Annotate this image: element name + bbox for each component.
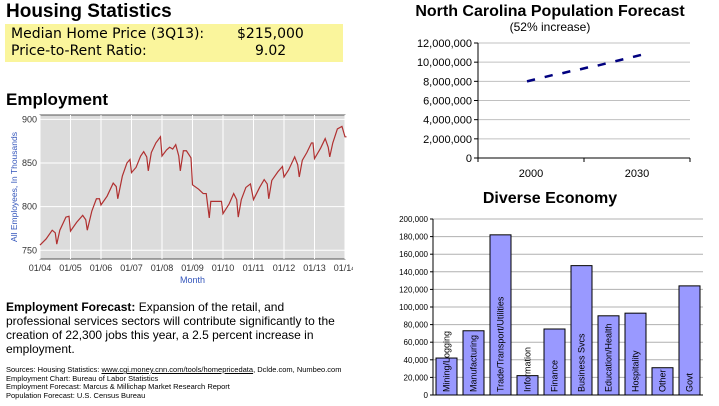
y-tick-label: 800 xyxy=(22,202,37,212)
bar xyxy=(570,265,593,396)
x-tick-label: 01/06 xyxy=(90,263,113,273)
source-link[interactable]: www.cgi.money.cnn.com/tools/homepricedat… xyxy=(101,365,254,374)
bar xyxy=(516,375,539,396)
y-tick-label: 40,000 xyxy=(404,356,429,365)
price-rent-label: Price-to-Rent Ratio: xyxy=(11,43,147,59)
bar-label: Manufacturing xyxy=(469,335,479,392)
bar xyxy=(651,367,674,396)
data-point xyxy=(615,58,624,63)
y-tick-label: 200,000 xyxy=(399,215,428,224)
bar xyxy=(435,357,458,396)
bar xyxy=(489,234,512,396)
x-tick-label: 2030 xyxy=(625,168,649,180)
bar-label: Education/Health xyxy=(604,323,614,392)
sources: Sources: Housing Statistics: www.cgi.mon… xyxy=(6,365,342,400)
x-tick-label: 01/07 xyxy=(120,263,143,273)
median-price-label: Median Home Price (3Q13): xyxy=(11,26,205,42)
y-tick-label: 0 xyxy=(424,391,429,400)
y-tick-label: 900 xyxy=(22,114,37,124)
source-line: Population Forecast: U.S. Census Bureau xyxy=(6,390,146,400)
x-tick-label: 01/04 xyxy=(29,263,52,273)
x-tick-label: 01/05 xyxy=(59,263,82,273)
data-point xyxy=(597,62,606,67)
bar-label: Information xyxy=(523,347,533,392)
data-point xyxy=(526,78,536,83)
employment-chart: 01/04 01/05 01/06 01/07 01/08 01/09 01/10 01/11… xyxy=(5,112,353,292)
data-point xyxy=(632,53,642,59)
employment-forecast: Employment Forecast: Expansion of the re… xyxy=(6,300,351,356)
employment-line xyxy=(39,125,347,246)
data-point xyxy=(579,66,589,71)
economy-chart: 0 20,000 40,000 60,000 80,000 100,000 120,000 1… xyxy=(399,215,703,400)
x-tick-label: 01/09 xyxy=(181,263,204,273)
x-tick-label: 01/11 xyxy=(243,263,265,273)
y-tick-label: 100,000 xyxy=(399,303,428,312)
y-tick-label: 160,000 xyxy=(399,250,428,259)
y-tick-label: 750 xyxy=(22,245,37,255)
y-tick-label: 6,000,000 xyxy=(423,96,472,108)
population-subtitle: (52% increase) xyxy=(509,20,591,34)
y-tick-label: 20,000 xyxy=(404,373,429,382)
data-point xyxy=(544,73,553,79)
y-tick-label: 80,000 xyxy=(404,321,429,330)
y-tick-label: 180,000 xyxy=(399,233,428,242)
bar-label: Finance xyxy=(550,360,560,392)
economy-title: Diverse Economy xyxy=(482,190,618,207)
bar-label: Business Svcs xyxy=(577,333,587,392)
bar-label: Govt xyxy=(685,372,695,392)
y-tick-label: 2,000,000 xyxy=(423,134,472,146)
y-tick-label: 850 xyxy=(22,158,37,168)
x-tick-label: 01/12 xyxy=(273,263,296,273)
population-chart: 0 2,000,000 4,000,000 6,000,000 8,000,000 10,… xyxy=(417,38,691,180)
median-price-value: $215,000 xyxy=(237,26,304,42)
price-rent-value: 9.02 xyxy=(255,43,287,59)
forecast-label: Employment Forecast: xyxy=(6,300,136,314)
bar xyxy=(597,315,620,396)
x-tick-label: 01/13 xyxy=(303,263,326,273)
sources-prefix: Sources: Housing Statistics: xyxy=(6,365,102,374)
y-tick-label: 4,000,000 xyxy=(423,115,472,127)
bar-label: Trade/Transport/Utilities xyxy=(496,296,506,392)
source-line: Employment Forecast: Marcus & Millichap … xyxy=(6,382,230,392)
bar xyxy=(543,328,566,396)
sources-rest: , Dclde.com, Numbeo.com xyxy=(253,365,342,374)
y-tick-label: 120,000 xyxy=(399,285,428,294)
housing-title: Housing Statistics xyxy=(6,1,172,22)
x-tick-label: 01/10 xyxy=(212,263,235,273)
bar xyxy=(624,312,647,396)
y-tick-label: 12,000,000 xyxy=(417,38,472,50)
bar-label: Other xyxy=(658,369,668,392)
bar-label: Mining/Logging xyxy=(442,331,452,392)
x-tick-label: 2000 xyxy=(519,168,543,180)
bar-label: Hospitality xyxy=(631,350,641,392)
data-point xyxy=(562,70,571,75)
forecast-text: Expansion of the retail, and professiona… xyxy=(6,300,335,356)
x-tick-label: 01/14 xyxy=(334,263,353,273)
housing-stats-box: Median Home Price (3Q13): $215,000 Price… xyxy=(5,24,343,62)
y-tick-label: 140,000 xyxy=(399,268,428,277)
source-line: Employment Chart: Bureau of Labor Statis… xyxy=(6,373,159,383)
y-tick-label: 0 xyxy=(466,153,472,165)
x-axis-label: Month xyxy=(180,275,205,285)
employment-title: Employment xyxy=(6,90,109,109)
bar xyxy=(462,330,485,396)
x-tick-label: 01/08 xyxy=(151,263,174,273)
y-tick-label: 8,000,000 xyxy=(423,76,472,88)
y-tick-label: 60,000 xyxy=(404,338,429,347)
bar xyxy=(678,285,701,396)
y-tick-label: 10,000,000 xyxy=(417,57,472,69)
y-axis-label: All Employees, In Thousands xyxy=(9,132,19,242)
population-title: North Carolina Population Forecast xyxy=(415,3,685,20)
